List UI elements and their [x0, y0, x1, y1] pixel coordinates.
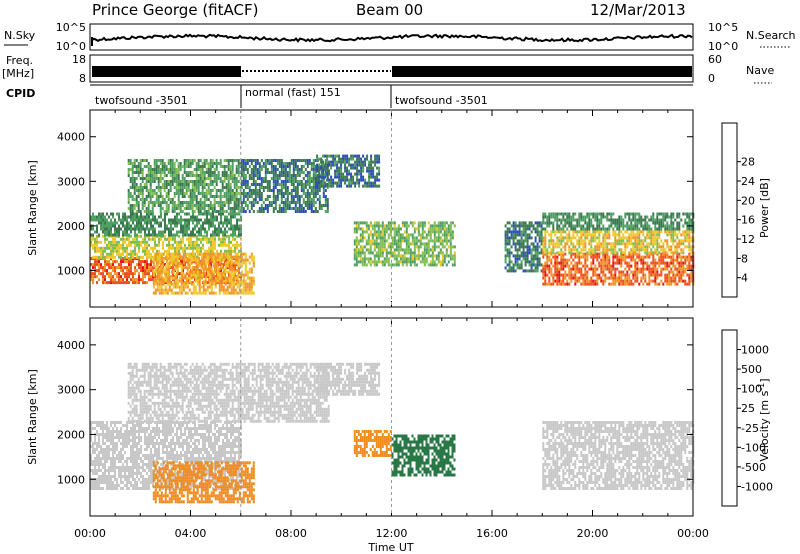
echo-region-9: [542, 252, 695, 286]
colorbar-tick-1: 8: [741, 252, 748, 265]
freq-bar-1: [92, 66, 241, 77]
echo-region-10: [542, 230, 695, 255]
echo-region-2: [90, 212, 242, 237]
colorbar-tick-1: -500: [741, 461, 766, 474]
velocity-colorbar: -1000 -500 -100 -25 25 100 500 1000: [721, 329, 773, 507]
time-tick-label-1: 04:00: [175, 527, 207, 540]
echo-region-6: [542, 421, 695, 490]
colorbar-tick-5: 24: [741, 175, 755, 188]
nave-label: Nave: [746, 64, 774, 77]
echo-region-4: [353, 430, 392, 457]
velocity-panel: 1000 2000 3000 4000 Slant Range [km]: [26, 317, 695, 517]
colorbar-tick-0: -1000: [741, 480, 773, 493]
power-data-layer: [90, 154, 695, 295]
y-tick-label-0: 1000: [57, 264, 85, 277]
time-tick-label-6: 00:00: [677, 527, 709, 540]
echo-region-11: [542, 212, 695, 231]
power-colorbar: 4 8 12 16 20 24 28: [721, 122, 755, 298]
nsearch-tick-low: 10^0: [708, 40, 738, 53]
echo-region-5: [391, 434, 456, 477]
nsearch-tick-high: 10^5: [708, 21, 738, 34]
power-panel: 1000 2000 3000 4000 Slant Range [km]: [26, 109, 695, 308]
y-tick-label-1: 2000: [57, 220, 85, 233]
freq-tick-low: 8: [79, 72, 86, 85]
freq-bar-2: [392, 66, 692, 77]
power-axes: 1000 2000 3000 4000: [57, 110, 694, 307]
echo-region-2: [152, 461, 255, 504]
nsky-tick-low: 10^0: [56, 40, 86, 53]
time-axis-label: Time UT: [367, 541, 413, 554]
colorbar-tick-6: 28: [741, 156, 755, 169]
colorbar-tick-0: 4: [741, 272, 748, 285]
colorbar-tick-6: 500: [741, 363, 762, 376]
station-title: Prince George (fitACF): [92, 1, 258, 19]
echo-region-5: [240, 159, 329, 213]
y-tick-label-0: 1000: [57, 473, 85, 486]
nave-tick-high: 60: [708, 53, 722, 66]
colorbar-tick-5: 100: [741, 383, 762, 396]
power-colorbar-label: Power [dB]: [758, 178, 771, 238]
velocity-ylabel: Slant Range [km]: [26, 369, 39, 465]
nsky-trace: [91, 33, 693, 46]
nsky-panel: N.Sky 10^5 10^0 10^5 10^0 N.Search: [4, 21, 796, 53]
cpid-segment-1: twofsound -3501: [95, 94, 188, 107]
time-tick-label-2: 08:00: [275, 527, 307, 540]
nave-tick-low: 0: [708, 72, 715, 85]
velocity-axes: 1000 2000 3000 4000: [57, 318, 694, 516]
y-tick-label-1: 2000: [57, 428, 85, 441]
echo-region-1: [127, 362, 330, 423]
cpid-row: CPID twofsound -3501 normal (fast) 151 t…: [6, 84, 693, 108]
y-tick-label-3: 4000: [57, 339, 85, 352]
freq-tick-high: 18: [72, 53, 86, 66]
colorbar-tick-4: 20: [741, 194, 755, 207]
time-tick-label-3: 12:00: [376, 527, 408, 540]
time-axis-ticks: 00:00 04:00 08:00 12:00 16:00 20:00 00:00: [74, 527, 709, 540]
time-tick-label-4: 16:00: [476, 527, 508, 540]
y-tick-label-2: 3000: [57, 384, 85, 397]
power-ylabel: Slant Range [km]: [26, 160, 39, 256]
colorbar-tick-2: -100: [741, 441, 766, 454]
echo-region-8: [504, 221, 543, 273]
nsky-tick-high: 10^5: [56, 21, 86, 34]
cpid-segment-3: twofsound -3501: [395, 94, 488, 107]
cpid-label: CPID: [6, 87, 35, 100]
freq-unit: [MHz]: [2, 67, 34, 80]
time-tick-label-5: 20:00: [577, 527, 609, 540]
y-tick-label-3: 4000: [57, 131, 85, 144]
echo-region-3: [316, 362, 381, 396]
colorbar-tick-2: 12: [741, 233, 755, 246]
echo-region-6: [316, 154, 381, 188]
date-label: 12/Mar/2013: [590, 1, 686, 19]
nsearch-label: N.Search: [746, 29, 796, 42]
beam-label: Beam 00: [356, 1, 423, 19]
cpid-segment-2: normal (fast) 151: [245, 86, 341, 99]
velocity-colorbar-label: Velocity [m s-1]: [757, 378, 772, 461]
freq-panel: Freq. [MHz] 18 8 60 0 Nave: [2, 53, 774, 85]
y-tick-label-2: 3000: [57, 175, 85, 188]
echo-region-7: [353, 221, 456, 267]
echo-region-4: [152, 252, 255, 295]
nsky-label: N.Sky: [4, 29, 36, 42]
freq-label: Freq.: [6, 54, 33, 67]
time-tick-label-0: 00:00: [74, 527, 106, 540]
echo-region-3: [127, 159, 242, 213]
colorbar-tick-4: 25: [741, 402, 755, 415]
colorbar-tick-3: 16: [741, 214, 755, 227]
colorbar-tick-7: 1000: [741, 344, 769, 357]
colorbar-tick-3: -25: [741, 422, 759, 435]
velocity-data-layer: [90, 362, 695, 504]
